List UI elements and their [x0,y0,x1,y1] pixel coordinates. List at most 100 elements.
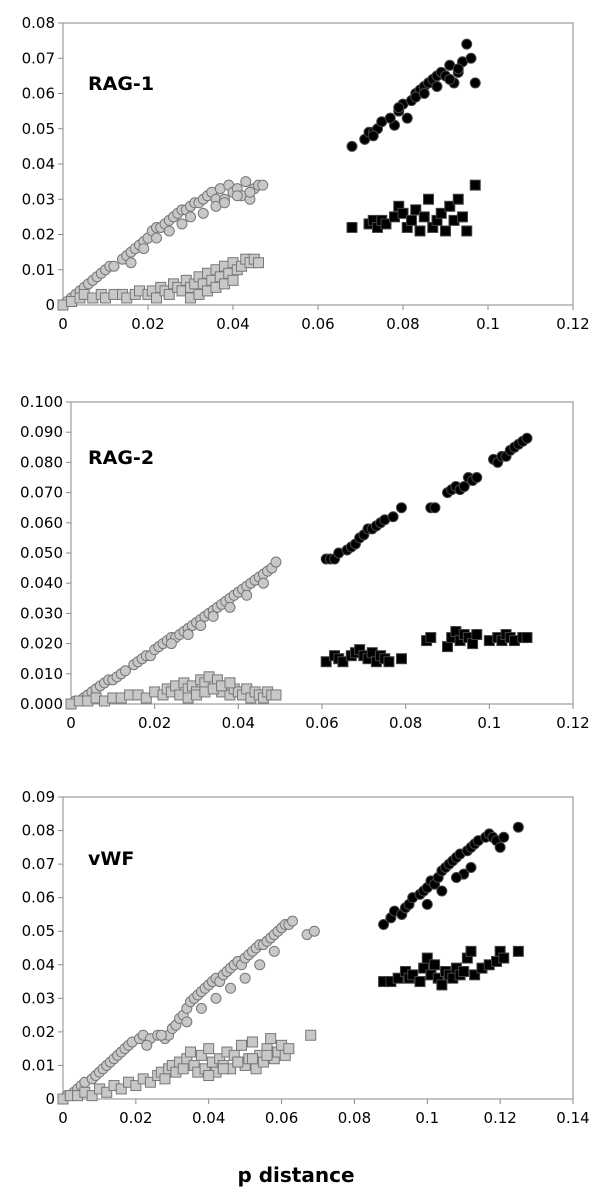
panel-rag2: 0 0.02 0.04 0.06 0.08 0.1 0.12 0.000 0.010 0.020 0… [20,393,590,732]
y-tick-label: 0.03 [22,190,55,208]
data-point [217,1063,229,1075]
data-point [203,1043,215,1055]
data-point [261,1049,273,1061]
panel-rag1: 0 0.02 0.04 0.06 0.08 0.1 0.12 0 0.01 0.02 0.03 0.0… [22,14,590,333]
y-tick-label: 0.080 [20,453,63,471]
data-point [461,38,473,50]
data-point [512,821,524,833]
y-tick-label: 0.04 [22,155,55,173]
data-point [435,207,447,219]
data-point [138,243,150,255]
data-point [195,619,207,631]
data-point [155,1029,167,1041]
data-point [444,73,456,85]
data-point [195,1049,207,1061]
data-point [177,1063,189,1075]
data-point [227,274,239,286]
data-point [436,885,448,897]
data-point [429,502,441,514]
data-point [219,197,230,209]
x-tick-label: 0.04 [192,1109,225,1127]
data-point [346,140,358,152]
data-point [414,225,426,237]
data-point [469,969,481,981]
data-point [392,972,404,984]
data-point [395,502,407,514]
data-point [367,130,379,142]
data-point [387,511,399,523]
x-tick-label: 0.12 [556,714,589,732]
data-point [151,292,162,304]
y-tick-label: 0.03 [22,989,55,1007]
y-tick-label: 0.090 [20,423,63,441]
data-point [287,915,298,927]
data-point [140,692,152,704]
y-tick-label: 0.05 [22,120,55,138]
x-tick-label: 0.02 [131,315,164,333]
data-point [231,190,243,202]
data-point [159,1073,171,1085]
data-point [429,959,441,971]
data-point [101,1086,113,1098]
data-point [458,965,470,977]
data-point [418,211,430,223]
panel-title: RAG-1 [88,73,154,95]
data-point [421,952,433,964]
data-point [236,1039,247,1051]
y-tick-label: 0.070 [20,484,63,502]
data-point [450,872,462,884]
y-tick-label: 0.06 [22,85,55,103]
data-point [458,481,470,493]
data-point [444,200,456,212]
y-tick-label: 0.06 [22,889,55,907]
x-tick-label: 0.1 [415,1109,439,1127]
data-point [86,1090,98,1102]
data-point [465,861,477,873]
x-tick-label: 0.08 [389,714,422,732]
data-point [436,979,448,991]
data-point [240,176,252,188]
y-tick-label: 0 [45,296,55,314]
x-tick-label: 0.12 [556,315,589,333]
data-point [431,80,443,92]
data-point [241,589,253,601]
data-point [337,656,349,668]
y-tick-label: 0.030 [20,604,63,622]
data-point [257,577,269,589]
y-tick-label: 0 [45,1090,55,1108]
x-tick-label: 0 [66,714,76,732]
data-point [246,1036,258,1048]
data-point [467,638,479,650]
plot-area [62,22,574,306]
data-point [195,1002,207,1014]
data-point [141,1039,153,1051]
data-point [130,1080,142,1092]
data-point [257,179,269,191]
data-point [452,193,464,205]
data-point [425,632,437,644]
data-point [494,841,506,853]
data-point [207,610,219,622]
data-point [210,992,222,1004]
data-point [421,898,433,910]
data-point [384,112,396,124]
y-tick-label: 0.08 [22,14,55,32]
data-point [397,207,409,219]
x-tick-label: 0 [58,315,68,333]
data-point [414,976,426,988]
x-tick-label: 0.06 [305,714,338,732]
data-point [442,641,453,653]
data-point [521,432,533,444]
data-point [165,638,177,650]
x-tick-label: 0.04 [222,714,255,732]
x-tick-label: 0.02 [119,1109,152,1127]
panel-title: vWF [88,848,134,870]
data-point [471,472,483,483]
data-point [144,1076,156,1088]
data-point [383,656,395,668]
data-point [239,972,251,984]
data-point [270,556,282,568]
x-tick-label: 0.14 [556,1109,589,1127]
data-point [440,225,451,237]
